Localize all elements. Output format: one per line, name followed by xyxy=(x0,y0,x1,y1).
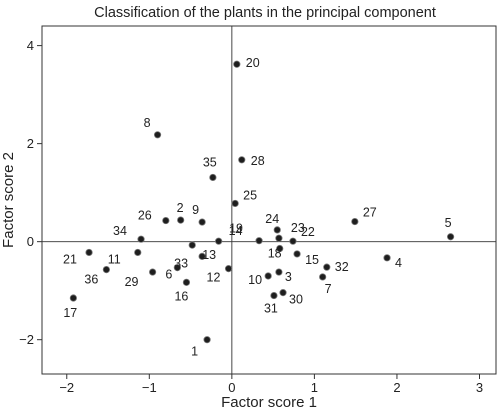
point-label-7: 7 xyxy=(325,282,332,296)
data-point-30 xyxy=(279,289,287,297)
data-point-22 xyxy=(289,237,297,245)
point-label-6: 6 xyxy=(165,268,172,282)
data-point-25 xyxy=(231,199,239,208)
data-point-28 xyxy=(238,156,246,164)
data-point-8 xyxy=(153,131,162,139)
point-label-16: 16 xyxy=(174,289,188,303)
point-label-36: 36 xyxy=(84,273,98,287)
data-point-15 xyxy=(293,250,301,258)
point-label-28: 28 xyxy=(251,154,265,168)
point-label-13: 13 xyxy=(202,248,216,262)
data-point-24 xyxy=(273,226,281,234)
point-label-30: 30 xyxy=(289,293,303,307)
x-axis-label: Factor score 1 xyxy=(221,394,317,411)
x-tick-label: −1 xyxy=(142,380,157,395)
point-label-31: 31 xyxy=(264,302,278,316)
data-point-7 xyxy=(319,273,327,281)
point-label-4: 4 xyxy=(395,256,402,270)
data-point-29 xyxy=(149,268,157,276)
chart-title: Classification of the plants in the prin… xyxy=(94,5,436,21)
point-label-8: 8 xyxy=(144,116,151,130)
data-point-3 xyxy=(275,268,283,276)
data-point-4 xyxy=(383,254,391,262)
y-tick-label: 4 xyxy=(27,38,34,53)
data-point-6 xyxy=(173,264,181,272)
point-label-32: 32 xyxy=(335,260,349,274)
data-point-20 xyxy=(233,60,241,68)
data-point-5 xyxy=(446,233,455,241)
data-point-26 xyxy=(162,216,170,225)
data-point-18 xyxy=(276,244,284,253)
data-point-19 xyxy=(255,237,263,245)
point-label-10: 10 xyxy=(248,273,262,287)
point-label-2: 2 xyxy=(177,201,184,215)
data-point-17 xyxy=(69,294,77,302)
x-tick-label: −2 xyxy=(59,380,74,395)
x-tick-label: 3 xyxy=(476,380,483,395)
plot-frame xyxy=(41,25,497,375)
y-tick-label: 2 xyxy=(27,136,34,151)
data-point-11 xyxy=(134,248,142,257)
point-label-25: 25 xyxy=(243,188,257,202)
data-point-14 xyxy=(215,237,223,245)
data-point-23 xyxy=(275,234,283,242)
data-point-36 xyxy=(102,265,110,274)
data-point-12 xyxy=(224,265,233,273)
data-points xyxy=(69,60,455,344)
data-point-13 xyxy=(188,241,196,249)
point-label-24: 24 xyxy=(265,212,279,226)
x-tick-label: 2 xyxy=(393,380,400,395)
data-point-27 xyxy=(351,217,359,226)
x-tick-label: 0 xyxy=(228,380,235,395)
point-label-9: 9 xyxy=(192,203,199,217)
y-axis-label: Factor score 2 xyxy=(0,152,17,248)
point-label-26: 26 xyxy=(138,209,152,223)
point-label-27: 27 xyxy=(363,206,377,220)
point-label-5: 5 xyxy=(445,216,452,230)
point-label-29: 29 xyxy=(125,275,139,289)
data-point-10 xyxy=(264,272,272,280)
y-tick-label: 0 xyxy=(27,234,34,249)
point-label-12: 12 xyxy=(207,271,221,285)
data-point-33 xyxy=(198,252,206,260)
data-point-16 xyxy=(182,278,191,286)
point-label-34: 34 xyxy=(113,224,127,238)
point-label-3: 3 xyxy=(285,270,292,284)
y-tick-label: −2 xyxy=(19,332,34,347)
data-point-31 xyxy=(270,291,278,300)
data-point-35 xyxy=(209,173,217,182)
x-tick-label: 1 xyxy=(311,380,318,395)
data-point-1 xyxy=(203,336,211,344)
point-label-21: 21 xyxy=(63,252,77,266)
point-label-1: 1 xyxy=(191,345,198,359)
point-label-14: 14 xyxy=(229,224,243,238)
data-point-2 xyxy=(177,216,185,224)
point-label-19: 19 xyxy=(229,222,243,236)
point-label-35: 35 xyxy=(203,155,217,169)
data-point-21 xyxy=(85,248,93,257)
point-label-23: 23 xyxy=(291,221,305,235)
point-label-20: 20 xyxy=(246,56,260,70)
point-label-33: 33 xyxy=(174,256,188,270)
data-point-32 xyxy=(323,263,331,271)
point-label-18: 18 xyxy=(268,247,282,261)
data-point-9 xyxy=(198,218,206,226)
data-point-labels: 1234567891011121314151617181920212223242… xyxy=(63,56,452,358)
data-point-34 xyxy=(137,235,145,243)
point-label-17: 17 xyxy=(63,306,77,320)
point-label-22: 22 xyxy=(301,225,315,239)
point-label-15: 15 xyxy=(305,253,319,267)
point-label-11: 11 xyxy=(108,252,121,266)
